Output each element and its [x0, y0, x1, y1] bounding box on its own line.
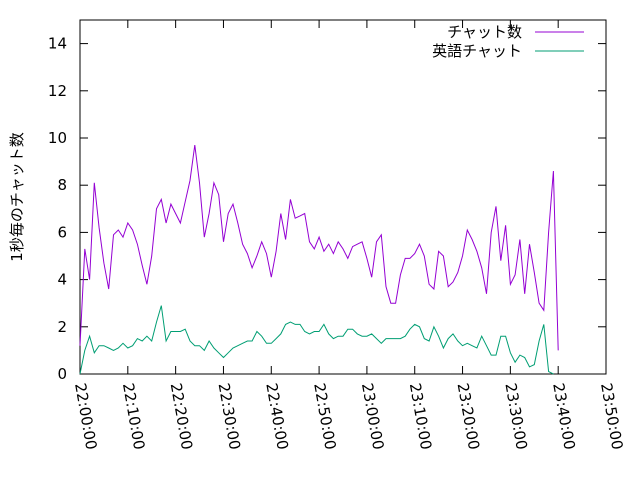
legend-label: チャット数	[447, 23, 522, 41]
x-tick-label: 23:40:00	[549, 382, 578, 451]
y-tick-label: 0	[57, 365, 67, 383]
plot-border	[79, 19, 607, 375]
y-tick-label: 6	[57, 223, 67, 241]
x-tick-label: 23:20:00	[454, 382, 483, 451]
y-tick-label: 4	[57, 271, 67, 289]
plot-frame	[79, 19, 607, 375]
x-axis: 22:00:00 22:10:00 22:20:00 22:30:00 22:40:00…	[71, 20, 626, 451]
series-line-1	[79, 145, 559, 351]
y-tick-label: 12	[48, 82, 67, 100]
series-layer	[79, 145, 559, 375]
y-tick-label: 2	[57, 318, 67, 336]
legend-label: 英語チャット	[432, 42, 522, 60]
x-tick-label: 22:20:00	[167, 382, 196, 451]
y-axis: 0 2 4 6 8 10 12 14	[48, 35, 606, 383]
x-tick-label: 23:30:00	[501, 382, 530, 451]
x-tick-label: 22:30:00	[215, 382, 244, 451]
y-tick-label: 8	[57, 176, 67, 194]
y-tick-label: 10	[48, 129, 67, 147]
x-tick-label: 22:50:00	[310, 382, 339, 451]
x-tick-label: 22:10:00	[119, 382, 148, 451]
x-tick-label: 23:00:00	[358, 382, 387, 451]
x-tick-label: 23:10:00	[406, 382, 435, 451]
x-tick-label: 23:50:00	[597, 382, 626, 451]
series-line-2	[79, 305, 554, 375]
x-tick-label: 22:40:00	[262, 382, 291, 451]
y-tick-label: 14	[48, 35, 67, 53]
x-tick-label: 22:00:00	[71, 382, 100, 451]
y-axis-label: 1秒毎のチャット数	[8, 132, 26, 261]
